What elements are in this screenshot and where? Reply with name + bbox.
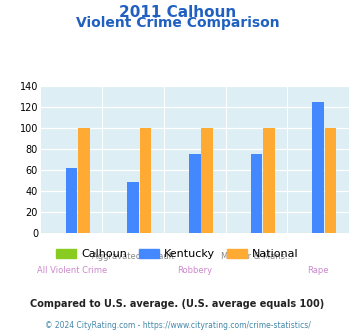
Bar	[251, 154, 262, 233]
Text: Murder & Mans...: Murder & Mans...	[220, 252, 293, 261]
Text: Compared to U.S. average. (U.S. average equals 100): Compared to U.S. average. (U.S. average …	[31, 299, 324, 309]
Text: Aggravated Assault: Aggravated Assault	[92, 252, 174, 261]
Bar	[201, 128, 213, 233]
Bar	[312, 102, 324, 233]
Bar	[66, 168, 77, 233]
Text: All Violent Crime: All Violent Crime	[37, 266, 107, 275]
Text: © 2024 CityRating.com - https://www.cityrating.com/crime-statistics/: © 2024 CityRating.com - https://www.city…	[45, 321, 310, 330]
Text: Rape: Rape	[307, 266, 329, 275]
Bar	[140, 128, 152, 233]
Bar	[263, 128, 275, 233]
Bar	[127, 182, 139, 233]
Bar	[189, 154, 201, 233]
Text: 2011 Calhoun: 2011 Calhoun	[119, 5, 236, 20]
Legend: Calhoun, Kentucky, National: Calhoun, Kentucky, National	[52, 244, 303, 263]
Text: Robbery: Robbery	[178, 266, 212, 275]
Text: Violent Crime Comparison: Violent Crime Comparison	[76, 16, 279, 30]
Bar	[324, 128, 336, 233]
Bar	[78, 128, 90, 233]
